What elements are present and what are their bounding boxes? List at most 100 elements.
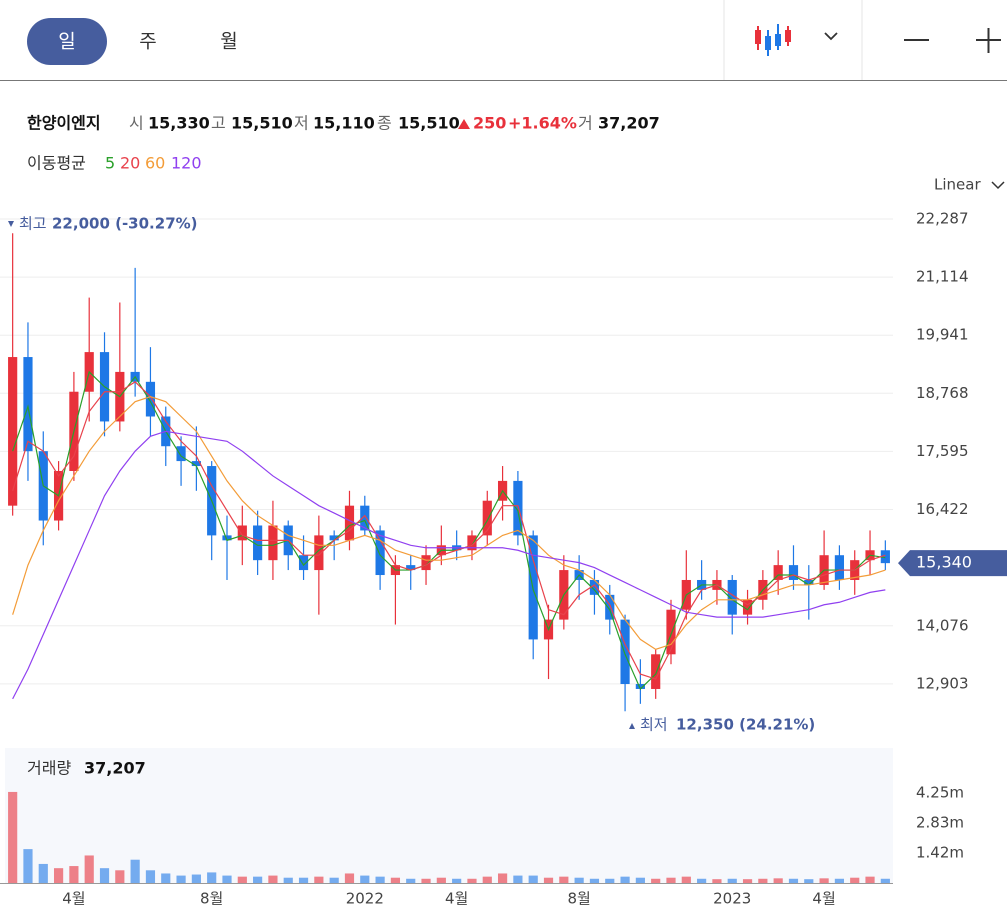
legend-entry: 20	[120, 154, 140, 173]
volume-bar	[788, 878, 799, 883]
volume-bar	[161, 873, 171, 883]
volume-bar	[145, 870, 156, 883]
candle-body	[176, 446, 186, 462]
volume-bar	[712, 879, 722, 883]
price-tag	[898, 550, 1007, 577]
volume-bar	[222, 875, 232, 883]
legend-entry: 120	[171, 154, 202, 173]
volume-bar	[467, 878, 477, 883]
x-tick-label: 2022	[346, 890, 384, 908]
volume-tick-label: 4.25m	[916, 784, 964, 802]
volume-bar	[850, 877, 860, 883]
volume-bar	[390, 877, 401, 883]
candle-body	[298, 555, 309, 571]
volume-bar	[314, 876, 324, 883]
scale-chevron[interactable]	[991, 181, 1005, 190]
ma-line	[12, 370, 886, 691]
candle-body	[344, 505, 355, 541]
candle-body	[620, 619, 630, 685]
price-tag-label: 15,340	[916, 553, 972, 572]
candle-body	[237, 525, 247, 541]
chart-style-button[interactable]	[755, 24, 791, 56]
stock-name: 한양이엔지	[27, 114, 101, 133]
candle-body	[329, 535, 339, 541]
change-pct: +1.64%	[508, 114, 577, 133]
volume-bar	[574, 877, 584, 883]
candle-body	[589, 579, 600, 595]
volume-bar	[268, 875, 278, 883]
candle-body	[253, 525, 263, 561]
volume-bar	[176, 875, 186, 883]
ma-line	[12, 430, 886, 700]
change: 250	[473, 114, 506, 133]
volume-bar	[589, 878, 600, 883]
volume-bar	[375, 876, 385, 883]
candle-body	[727, 579, 737, 615]
scale-select[interactable]: Linear	[934, 176, 981, 194]
y-tick-label: 17,595	[916, 442, 969, 460]
volume-bar	[329, 877, 339, 883]
volume-bar	[53, 868, 64, 883]
volume-bar	[283, 877, 293, 883]
tab-day[interactable]: 일	[58, 31, 75, 53]
volume-bar	[681, 876, 691, 883]
legend-entry: 5	[105, 154, 115, 173]
candle-body	[651, 654, 661, 689]
volume-bar	[497, 873, 508, 883]
tab-month[interactable]: 월	[220, 31, 237, 53]
volume-bar	[421, 878, 431, 883]
min-marker	[629, 723, 635, 729]
volume-last: 37,207	[84, 759, 146, 778]
x-tick-label: 8월	[200, 890, 223, 908]
candle-body	[880, 550, 890, 564]
volume-bar	[651, 878, 661, 883]
candle-body	[513, 480, 523, 536]
candle-body	[360, 505, 370, 531]
volume-bar	[773, 878, 783, 883]
volume-tick-label: 1.42m	[916, 843, 964, 861]
volume-bar	[620, 876, 630, 883]
candle-body	[467, 535, 477, 551]
y-tick-label: 14,076	[916, 616, 969, 634]
max-label: 최고	[19, 215, 47, 233]
x-tick-label: 8월	[567, 890, 590, 908]
ma-line	[12, 381, 886, 680]
field-value: 15,510	[231, 114, 293, 133]
candle-body	[314, 535, 324, 571]
max-marker	[8, 221, 14, 227]
zoom-in[interactable]	[976, 28, 1001, 53]
y-tick-label: 18,768	[916, 384, 969, 402]
volume-bar	[605, 878, 615, 883]
volume-bar	[436, 877, 446, 883]
x-tick-label: 4월	[812, 890, 835, 908]
dropdown-chevron[interactable]	[824, 32, 838, 41]
volume-bar	[758, 878, 768, 883]
volume-bar	[360, 875, 370, 883]
max-value: 22,000 (-30.27%)	[52, 215, 198, 233]
volume-bar	[635, 877, 645, 883]
volume-bar	[253, 876, 263, 883]
tab-week[interactable]: 주	[139, 31, 156, 53]
volume-bar	[298, 877, 309, 883]
volume-bar	[84, 855, 94, 883]
volume-bar	[559, 876, 569, 883]
field-value: 15,510	[398, 114, 460, 133]
up-arrow	[458, 119, 470, 129]
volume-bar	[727, 878, 737, 883]
volume-bar	[666, 877, 676, 883]
field-label: 시	[129, 114, 144, 133]
y-tick-label: 21,114	[916, 268, 969, 286]
tab-day-bg[interactable]	[27, 18, 107, 65]
candle-body	[804, 579, 814, 585]
volume-tick-label: 2.83m	[916, 814, 964, 832]
ma-line	[12, 396, 886, 650]
y-tick-label: 12,903	[916, 674, 969, 692]
candle-body	[666, 609, 676, 655]
field-label: 종	[377, 114, 392, 133]
field-value: 37,207	[598, 114, 660, 133]
volume-bar	[819, 878, 829, 883]
volume-bar	[69, 866, 79, 883]
field-label: 거	[578, 114, 593, 133]
volume-bar	[804, 879, 814, 883]
